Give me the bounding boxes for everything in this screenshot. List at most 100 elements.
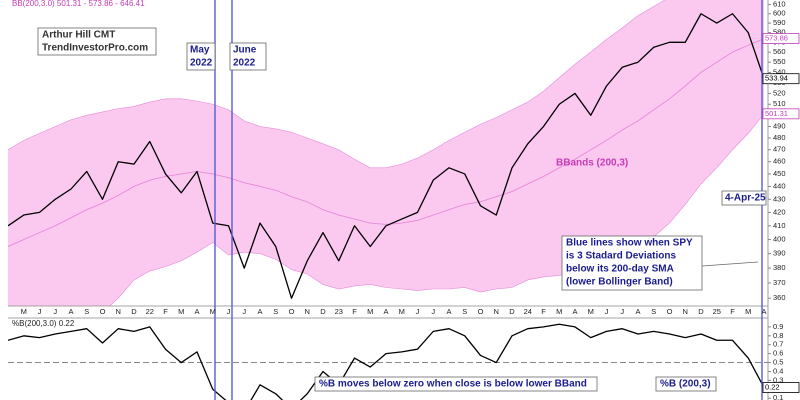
y-tick-label: 390 xyxy=(773,249,786,258)
x-tick-label: J xyxy=(620,307,624,316)
annotation: is 3 Stadard Deviations xyxy=(566,251,676,262)
x-tick-label: A xyxy=(446,307,451,316)
x-tick-label: N xyxy=(305,307,310,316)
x-tick-label: O xyxy=(478,307,484,316)
y-tick-label: 470 xyxy=(773,145,786,154)
x-tick-label: S xyxy=(84,307,89,316)
x-tick-label: S xyxy=(651,307,656,316)
y-tick-label: 610 xyxy=(773,0,786,9)
y-tick-label: 440 xyxy=(773,181,786,190)
x-tick-label: S xyxy=(462,307,467,316)
band-line xyxy=(8,38,765,247)
may-box: May 2022 xyxy=(186,42,216,71)
value-tag-label: 533.94 xyxy=(765,74,788,83)
x-tick-label: D xyxy=(509,307,515,316)
annotation: Blue lines show when SPY xyxy=(566,238,693,249)
bollinger-band xyxy=(8,0,764,306)
value-tag xyxy=(762,108,800,120)
x-tick-label: M xyxy=(21,307,27,316)
price-line xyxy=(8,323,765,400)
y-tick-label: 590 xyxy=(773,18,786,27)
annotation: May xyxy=(190,45,210,56)
x-tick-label: S xyxy=(273,307,278,316)
value-tag xyxy=(762,73,800,85)
x-tick-label: M xyxy=(210,307,216,316)
annotation: below its 200-day SMA xyxy=(566,264,674,275)
x-tick-label: M xyxy=(399,307,405,316)
x-tick-label: J xyxy=(227,307,231,316)
percent-b-note: %B moves below zero when close is below … xyxy=(314,376,598,392)
note-box: Blue lines show when SPY is 3 Stadard De… xyxy=(561,235,759,291)
value-tag-label: 0.22 xyxy=(765,383,780,392)
x-tick-label: M xyxy=(178,307,184,316)
x-tick-label: N xyxy=(116,307,121,316)
y-tick-label: 400 xyxy=(773,235,786,244)
value-tag xyxy=(762,33,800,44)
y-tick-label: 0.5 xyxy=(773,358,783,367)
x-tick-label: M xyxy=(367,307,373,316)
x-tick-label: O xyxy=(100,307,106,316)
y-tick-label: 540 xyxy=(773,67,786,76)
x-tick-label: D xyxy=(131,307,137,316)
y-tick-label: 0.9 xyxy=(773,322,783,331)
y-tick-label: 370 xyxy=(773,278,786,287)
annotation: Arthur Hill CMT xyxy=(42,30,115,41)
x-tick-label: F xyxy=(163,307,168,316)
annotation: 2022 xyxy=(190,58,213,69)
y-tick-label: 550 xyxy=(773,57,786,66)
x-tick-label: 23 xyxy=(335,307,343,316)
x-tick-label: N xyxy=(494,307,499,316)
percent-b-label: %B (200,3) xyxy=(655,376,717,392)
x-tick-label: O xyxy=(667,307,673,316)
y-tick-label: 560 xyxy=(773,47,786,56)
x-tick-label: F xyxy=(730,307,735,316)
x-tick-label: A xyxy=(572,307,577,316)
june-box: June 2022 xyxy=(229,42,267,71)
y-tick-label: 490 xyxy=(773,122,786,131)
y-tick-label: 600 xyxy=(773,9,786,18)
x-tick-label: J xyxy=(242,307,246,316)
x-tick-label: J xyxy=(53,307,57,316)
x-tick-label: M xyxy=(745,307,751,316)
y-tick-label: 580 xyxy=(773,28,786,37)
x-tick-label: D xyxy=(698,307,704,316)
x-tick-label: M xyxy=(556,307,562,316)
x-tick-label: 22 xyxy=(146,307,154,316)
x-tick-label: J xyxy=(605,307,609,316)
x-tick-label: F xyxy=(541,307,546,316)
x-tick-label: A xyxy=(257,307,262,316)
price-plot xyxy=(8,0,765,306)
annotation: TrendInvestorPro.com xyxy=(42,43,148,54)
value-tag xyxy=(762,382,800,393)
value-tag-label: 573.86 xyxy=(765,34,788,43)
x-tick-label: 25 xyxy=(713,307,721,316)
y-tick-label: 0.8 xyxy=(773,331,783,340)
author-box: Arthur Hill CMT TrendInvestorPro.com xyxy=(37,27,157,56)
y-tick-label: 0.4 xyxy=(773,366,783,375)
annotation: %B moves below zero when close is below … xyxy=(319,379,587,390)
y-tick-label: 380 xyxy=(773,263,786,272)
annotation: %B (200,3) xyxy=(660,379,711,390)
x-tick-label: J xyxy=(416,307,420,316)
x-tick-label: A xyxy=(68,307,73,316)
x-tick-label: J xyxy=(431,307,435,316)
y-tick-label: 460 xyxy=(773,157,786,166)
y-tick-label: 360 xyxy=(773,293,786,302)
price-line xyxy=(8,13,765,299)
y-tick-label: 520 xyxy=(773,88,786,97)
y-tick-label: 510 xyxy=(773,99,786,108)
y-tick-label: 0.3 xyxy=(773,375,783,384)
date-box: 4-Apr-25 xyxy=(721,190,767,206)
value-tag-label: 501.31 xyxy=(765,109,788,118)
x-tick-label: J xyxy=(38,307,42,316)
annotation: (lower Bollinger Band) xyxy=(566,277,673,288)
y-tick-label: 410 xyxy=(773,221,786,230)
y-tick-label: 430 xyxy=(773,194,786,203)
x-tick-label: N xyxy=(683,307,688,316)
percent-b-plot xyxy=(8,323,768,400)
x-tick-label: A xyxy=(635,307,640,316)
y-tick-label: 0.6 xyxy=(773,349,783,358)
y-tick-label: 0.1 xyxy=(773,393,783,400)
annotation: June xyxy=(233,45,257,56)
